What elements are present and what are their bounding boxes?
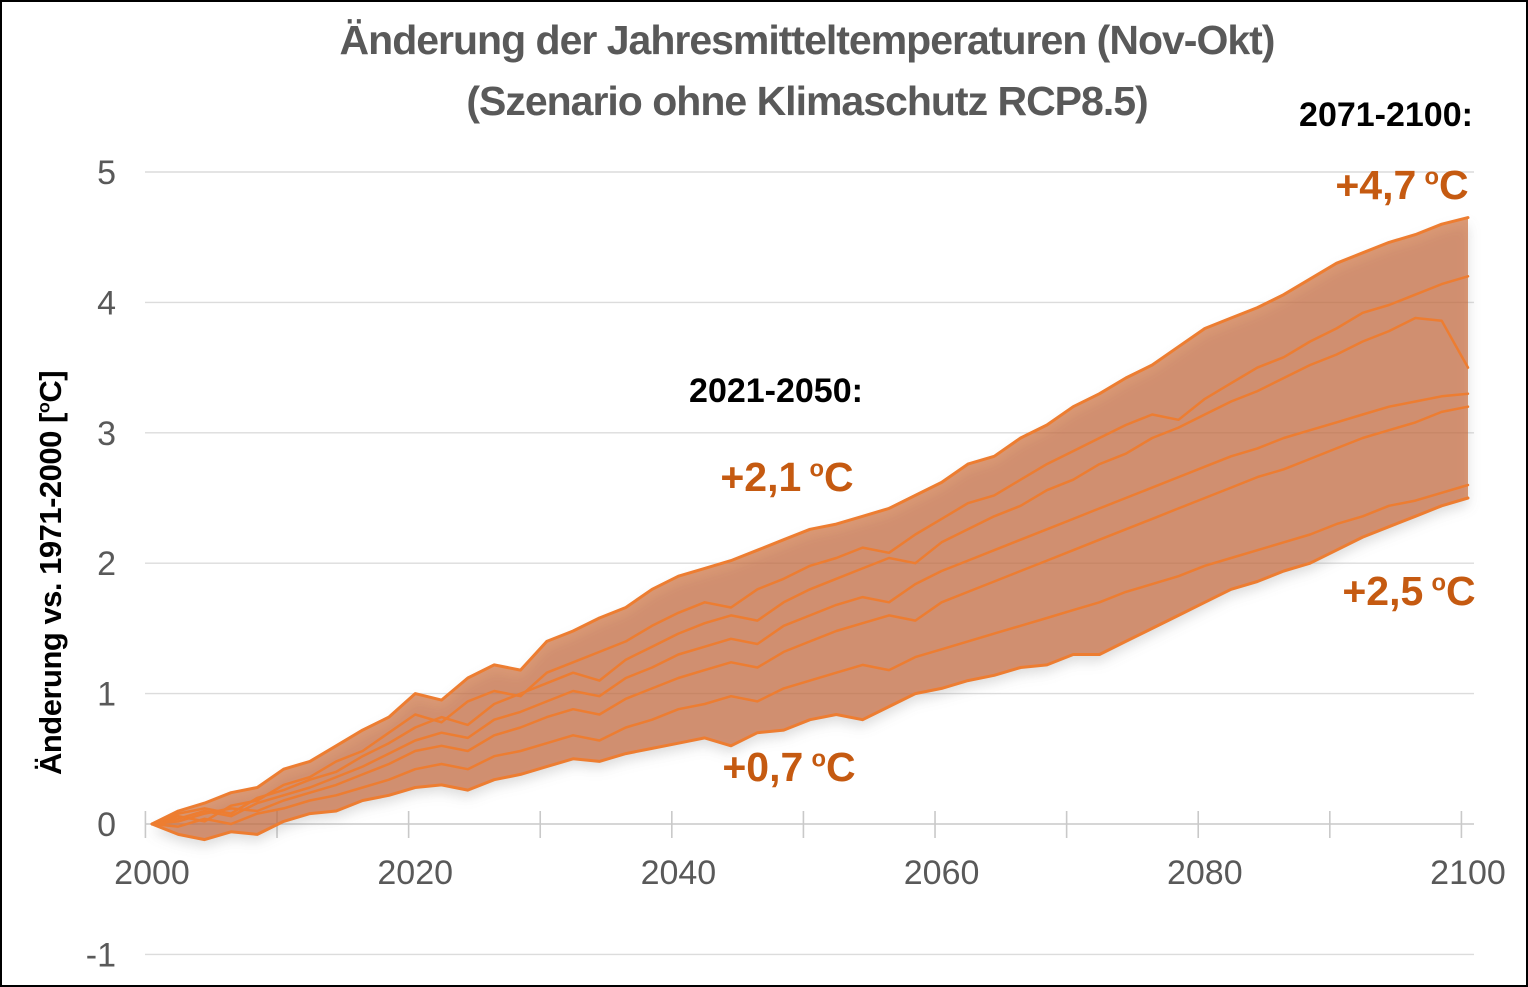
- y-tick-label: -1: [86, 936, 116, 974]
- degree-symbol: o: [1431, 569, 1447, 597]
- degree-symbol: o: [809, 455, 825, 483]
- unit-celsius: C: [824, 454, 854, 500]
- y-tick-label: 1: [97, 676, 116, 714]
- y-tick-label: 3: [97, 415, 116, 453]
- y-tick-label: 5: [97, 154, 116, 192]
- x-tick-label: 2040: [641, 854, 717, 892]
- x-tick-label: 2080: [1167, 854, 1243, 892]
- band-edge-lower: [150, 496, 1470, 842]
- annotation-value: +4,7: [1335, 162, 1417, 208]
- chart-title: Änderung der Jahresmitteltemperaturen (N…: [142, 10, 1472, 132]
- degree-symbol: o: [1424, 163, 1440, 191]
- annotation-period-2021-2050: 2021-2050:: [689, 372, 863, 410]
- annotation-value: +2,1: [720, 454, 802, 500]
- annotation-value: +2,5: [1342, 568, 1424, 614]
- model-run-line-3: [150, 392, 1470, 826]
- annotation-2021-2050-low: +0,7 oC: [664, 744, 914, 791]
- x-tick-label: 2020: [377, 854, 453, 892]
- degree-symbol: o: [811, 745, 827, 773]
- x-tick-label: 2100: [1430, 854, 1506, 892]
- axis-tick-labels: 5 4 3 2 1 0 -1 2000 2020 2040 2060 2080 2100: [86, 154, 1506, 974]
- y-tick-label: 4: [97, 284, 116, 322]
- model-run-line-5: [150, 483, 1470, 828]
- model-run-lines: [150, 216, 1470, 842]
- model-run-line-2: [150, 316, 1470, 826]
- unit-celsius: C: [1439, 162, 1469, 208]
- y-tick-label: 0: [97, 806, 116, 844]
- unit-celsius: C: [826, 744, 856, 790]
- chart-title-line2: (Szenario ohne Klimaschutz RCP8.5): [466, 78, 1148, 124]
- annotation-2071-2100-high: +4,7 oC: [1277, 162, 1526, 209]
- annotation-value: +0,7: [722, 744, 804, 790]
- x-tick-label: 2000: [114, 854, 190, 892]
- unit-celsius: C: [1446, 568, 1476, 614]
- model-run-line-4: [150, 405, 1470, 826]
- band-edge-upper: [150, 216, 1470, 826]
- annotation-period-2071-2100: 2071-2100:: [1299, 96, 1473, 134]
- annotation-2021-2050-high: +2,1 oC: [662, 454, 912, 501]
- y-axis-title-unit: C]: [33, 370, 68, 403]
- y-tick-label: 2: [97, 545, 116, 583]
- chart-title-line1: Änderung der Jahresmitteltemperaturen (N…: [339, 17, 1276, 63]
- y-axis-title-degree: o: [33, 402, 54, 414]
- annotation-2071-2100-low: +2,5 oC: [1284, 568, 1526, 615]
- model-run-line-1: [150, 275, 1470, 826]
- x-tick-label: 2060: [904, 854, 980, 892]
- y-axis-title: Änderung vs. 1971-2000 [oC]: [33, 273, 75, 873]
- y-axis-title-text: Änderung vs. 1971-2000 [: [33, 413, 68, 776]
